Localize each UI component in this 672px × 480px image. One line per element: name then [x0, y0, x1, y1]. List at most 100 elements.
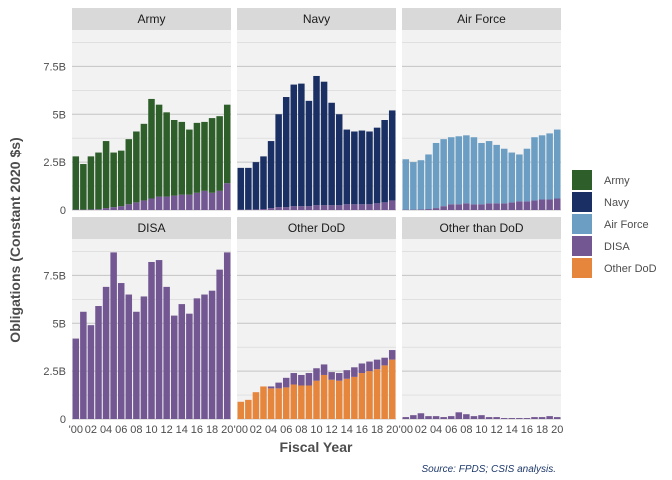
bar-other-dod-2003 [260, 386, 267, 419]
legend-swatch [572, 214, 592, 234]
bar-disa-2018 [208, 192, 216, 210]
legend-item-navy: Navy [572, 192, 630, 212]
bar-disa-2004 [267, 208, 275, 210]
bar-disa-2017 [201, 190, 208, 210]
bar-navy-2004 [267, 141, 275, 209]
bar-disa-2017 [366, 204, 373, 210]
y-tick-label: 5B [53, 318, 66, 330]
x-tick-label: 14 [176, 424, 188, 436]
bar-army-2010 [148, 98, 155, 199]
legend-label: Navy [604, 197, 630, 209]
panel-army: Army 0 2.5B 5B 7.5B [43, 8, 231, 217]
bar-disa-2002 [417, 209, 425, 210]
bar-disa-2016 [523, 418, 531, 419]
bar-disa-2010 [148, 261, 155, 419]
x-tick-label: '00 [399, 424, 413, 436]
bar-navy-2015 [351, 131, 358, 205]
bar-army-2018 [208, 118, 216, 193]
bar-disa-2012 [493, 203, 500, 210]
bar-air-force-2013 [500, 148, 508, 204]
bar-disa-2015 [516, 418, 523, 419]
bar-disa-2012 [163, 286, 170, 419]
panel-strip [72, 8, 231, 30]
bar-army-2008 [133, 131, 140, 203]
x-tick-label: 04 [430, 424, 442, 436]
legend-label: Air Force [604, 219, 649, 231]
panel-background [402, 239, 561, 419]
legend-item-air-force: Air Force [572, 214, 649, 234]
bar-disa-2007 [125, 204, 133, 210]
bar-disa-2010 [148, 198, 155, 210]
bar-disa-2020 [388, 200, 396, 210]
legend: Army Navy Air Force DISA Other DoD [572, 170, 657, 278]
bar-air-force-2003 [425, 154, 432, 210]
bar-air-force-2007 [455, 136, 463, 205]
bar-other-dod-2005 [275, 388, 282, 419]
bar-disa-2019 [381, 202, 388, 210]
bar-navy-2007 [290, 84, 298, 207]
legend-swatch [572, 258, 592, 278]
bar-disa-2011 [320, 364, 328, 375]
bar-navy-2020 [388, 110, 396, 201]
bar-disa-2013 [500, 418, 508, 419]
bar-disa-2002 [87, 209, 95, 210]
x-tick-label: 04 [265, 424, 277, 436]
bar-navy-2000 [237, 167, 245, 210]
bar-disa-2013 [335, 373, 343, 381]
bar-disa-2019 [546, 416, 553, 419]
panel-strip [402, 217, 561, 239]
x-tick-label: 10 [475, 424, 487, 436]
x-tick-label: '00 [69, 424, 83, 436]
bar-disa-2008 [298, 374, 305, 386]
panel-other-than-dod: Other than DoD '00 02 04 06 08 10 12 14 16 18 20 [399, 217, 563, 436]
bar-navy-2002 [252, 162, 260, 210]
bar-army-2009 [140, 123, 148, 201]
bar-disa-2008 [463, 203, 470, 210]
bar-air-force-2000 [402, 159, 410, 210]
bar-navy-2014 [343, 129, 351, 205]
bar-disa-2003 [260, 209, 267, 210]
bar-army-2001 [80, 164, 87, 210]
bar-disa-2011 [320, 205, 328, 210]
bar-disa-2020 [553, 417, 561, 419]
y-axis-title: Obligations (Constant 2020 $s) [7, 137, 23, 342]
x-tick-label: 12 [326, 424, 338, 436]
bar-army-2015 [186, 129, 193, 195]
bar-army-2006 [117, 150, 125, 207]
bar-disa-2019 [381, 357, 388, 366]
bar-disa-2006 [282, 377, 290, 388]
panels-layer: Army 0 2.5B 5B 7.5B Navy Air Force DISA 0 2.5B 5B 7… [43, 8, 563, 436]
bar-disa-2007 [455, 204, 463, 210]
bar-navy-2003 [260, 156, 267, 210]
bar-disa-2015 [186, 313, 193, 419]
panel-title: DISA [137, 221, 165, 235]
x-tick-label: 08 [295, 424, 307, 436]
bar-other-dod-2002 [252, 392, 260, 419]
x-tick-label: 14 [506, 424, 518, 436]
x-tick-label: 12 [491, 424, 503, 436]
bar-disa-2018 [208, 290, 216, 419]
bar-disa-2015 [351, 367, 358, 377]
bar-navy-2018 [373, 127, 381, 204]
bar-disa-2020 [553, 198, 561, 210]
bar-other-dod-2015 [351, 376, 358, 419]
bar-disa-2006 [447, 416, 455, 419]
bar-disa-2008 [133, 202, 140, 210]
bar-air-force-2020 [553, 129, 561, 199]
x-tick-label: 16 [521, 424, 533, 436]
legend-label: Other DoD [604, 263, 657, 275]
legend-item-disa: DISA [572, 236, 630, 256]
bar-disa-2018 [373, 359, 381, 370]
x-tick-label: 20 [221, 424, 233, 436]
legend-swatch [572, 236, 592, 256]
bar-disa-2016 [523, 201, 531, 210]
bar-disa-2005 [440, 206, 447, 210]
bar-disa-2017 [531, 417, 538, 419]
bar-disa-2004 [102, 286, 110, 419]
bar-disa-2002 [87, 325, 95, 419]
bar-disa-2009 [140, 200, 148, 210]
bar-other-dod-2014 [343, 378, 351, 419]
bar-disa-2007 [290, 206, 298, 210]
bar-disa-2001 [80, 311, 87, 419]
x-tick-label: 02 [250, 424, 262, 436]
